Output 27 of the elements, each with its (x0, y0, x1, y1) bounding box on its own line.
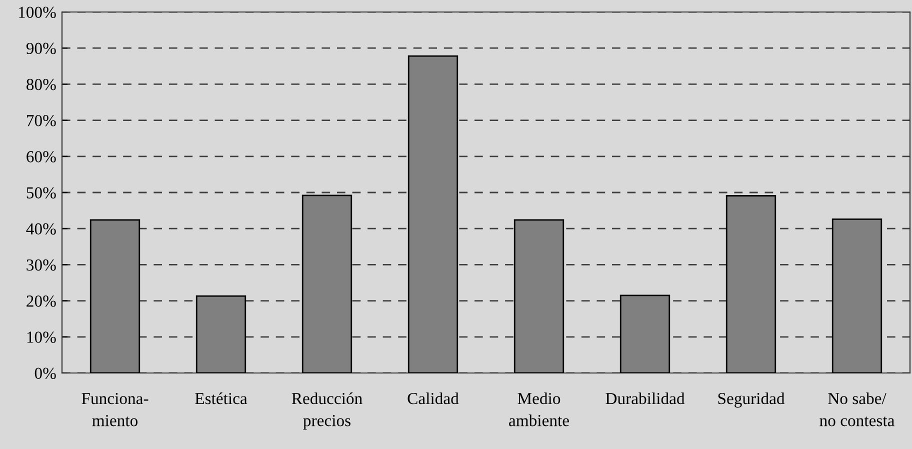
bar (832, 218, 882, 373)
y-tick-label: 80% (26, 78, 56, 90)
y-tick-label: 10% (27, 332, 56, 343)
x-tick-label: Seguridad (718, 392, 785, 408)
x-tick-label: No sabe/ no contesta (820, 392, 894, 426)
y-tick-label: 60% (26, 151, 56, 162)
x-tick-label: Reducción precios (292, 392, 362, 430)
bar (726, 195, 776, 373)
bar (514, 219, 564, 373)
bar (302, 194, 352, 373)
x-tick-label: Medio ambiente (509, 392, 569, 426)
y-tick-label: 90% (26, 42, 56, 54)
y-tick-label: 20% (26, 296, 56, 307)
bar (90, 219, 140, 373)
bar (196, 295, 246, 373)
y-tick-label: 30% (26, 259, 56, 271)
x-tick-label: Calidad (408, 392, 459, 404)
x-tick-label: Durabilidad (606, 392, 685, 404)
y-tick-label: 100% (19, 6, 56, 18)
x-tick-label: Estética (195, 392, 248, 404)
y-tick-label: 70% (26, 115, 56, 126)
bar (620, 294, 670, 373)
y-tick-label: 50% (26, 187, 56, 198)
y-tick-label: 0% (34, 368, 56, 379)
bar (408, 55, 458, 373)
y-tick-label: 40% (26, 223, 56, 235)
x-tick-label: Funciona- miento (82, 392, 148, 426)
